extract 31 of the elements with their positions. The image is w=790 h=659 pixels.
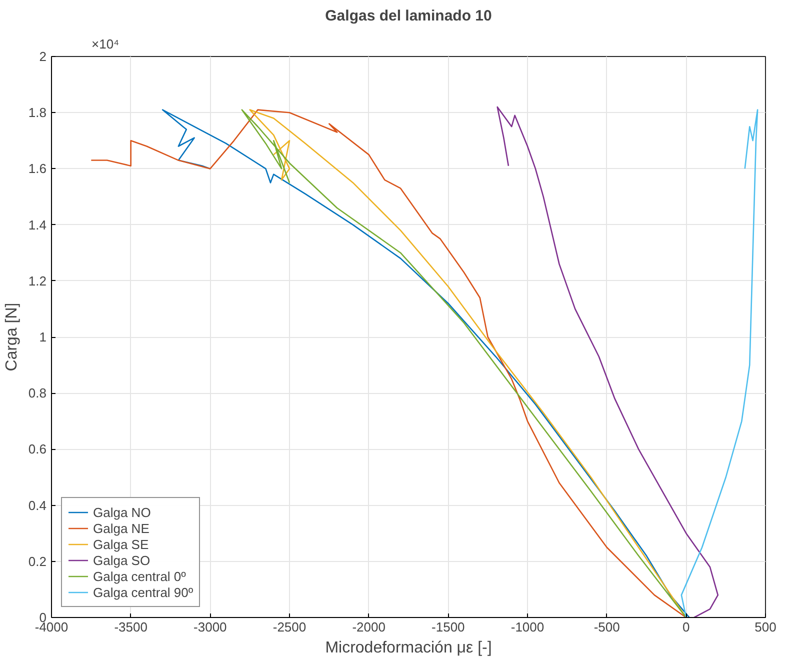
text: ×10⁴ [92, 36, 120, 52]
y-tick-label: 0.8 [28, 386, 47, 401]
y-tick-label: 1.8 [28, 105, 47, 120]
x-tick-label: 500 [754, 620, 776, 634]
legend-label: Galga central 0º [93, 568, 186, 584]
x-tick-label: 0 [682, 620, 690, 634]
legend-label: Galga NO [93, 504, 151, 520]
y-tick-label: 0.6 [28, 442, 47, 457]
y-tick-label: 0.4 [28, 498, 47, 513]
legend-label: Galga NE [93, 520, 150, 536]
y-tick-label: 1.4 [28, 217, 47, 232]
x-tick-label: -1000 [510, 620, 544, 634]
x-axis-title: Microdeformación με [-] [325, 640, 492, 656]
y-tick-label: 0.2 [28, 554, 47, 569]
x-tick-label: -3000 [194, 620, 227, 634]
x-tick-label: -2000 [352, 620, 386, 634]
x-tick-label: -2500 [272, 620, 306, 634]
x-tick-label: -500 [594, 620, 620, 634]
y-axis-title: Carga [N] [3, 302, 20, 372]
line-series [680, 109, 758, 618]
y-tick-label: 1.2 [28, 273, 47, 288]
x-tick-label: -1500 [432, 620, 465, 634]
legend-label: Galga SE [93, 536, 149, 552]
y-tick-label: 2 [39, 49, 47, 64]
x-tick-label: -3500 [114, 620, 148, 634]
legend-label: Galga SO [93, 552, 150, 568]
line-series [496, 106, 719, 618]
y-tick-label: 1.6 [28, 161, 47, 176]
chart-title: Galgas del laminado 10 [325, 8, 492, 24]
legend-label: Galga central 90º [93, 584, 194, 600]
y-tick-label: 1 [39, 330, 47, 344]
